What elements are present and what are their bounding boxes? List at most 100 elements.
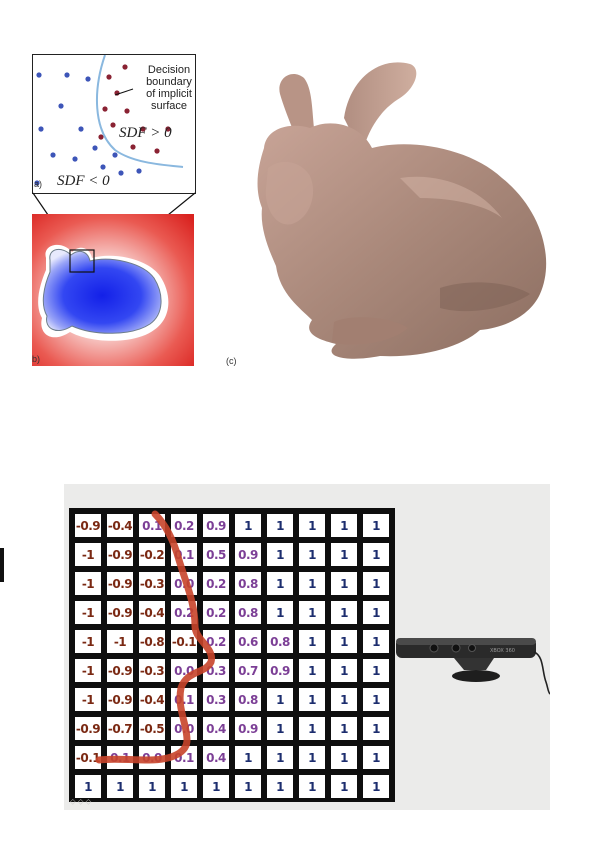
sdf-cell-r5-c7: 1	[299, 659, 325, 682]
sdf-cell-r8-c5: 1	[235, 746, 261, 769]
sdf-cell-r8-c7: 1	[299, 746, 325, 769]
bunny-mesh-render	[257, 62, 547, 359]
sdf-cell-r1-c1: -0.9	[107, 543, 133, 566]
sdf-cell-r5-c5: 0.7	[235, 659, 261, 682]
sdf-cell-r1-c9: 1	[363, 543, 389, 566]
sdf-cell-r7-c0: -0.9	[75, 717, 101, 740]
sdf-cell-r7-c2: -0.5	[139, 717, 165, 740]
sdf-cell-r0-c8: 1	[331, 514, 357, 537]
decision-boundary-curve	[96, 55, 184, 168]
sdf-cell-r2-c2: -0.3	[139, 572, 165, 595]
sdf-cell-r6-c4: 0.3	[203, 688, 229, 711]
sdf-cell-r6-c0: -1	[75, 688, 101, 711]
sdf-cell-r4-c9: 1	[363, 630, 389, 653]
sdf-cell-r7-c6: 1	[267, 717, 293, 740]
sdf-cell-r6-c9: 1	[363, 688, 389, 711]
sdf-cell-r9-c7: 1	[299, 775, 325, 798]
sdf-cell-r5-c0: -1	[75, 659, 101, 682]
sdf-cell-r6-c8: 1	[331, 688, 357, 711]
sdf-cell-r3-c6: 1	[267, 601, 293, 624]
sdf-cell-r2-c0: -1	[75, 572, 101, 595]
sdf-cell-r9-c5: 1	[235, 775, 261, 798]
sdf-cell-r9-c9: 1	[363, 775, 389, 798]
watermark: ⬦ ⬦ ⬦	[70, 797, 92, 806]
device-brand-text: XBOX 360	[490, 648, 515, 654]
sdf-cell-r8-c0: -0.1	[75, 746, 101, 769]
zoom-box	[69, 249, 95, 273]
sdf-cell-r2-c7: 1	[299, 572, 325, 595]
sdf-cell-r3-c2: -0.4	[139, 601, 165, 624]
sdf-cell-r1-c2: -0.2	[139, 543, 165, 566]
sdf-cell-r5-c6: 0.9	[267, 659, 293, 682]
sdf-cell-r0-c5: 1	[235, 514, 261, 537]
sdf-cell-r8-c8: 1	[331, 746, 357, 769]
sdf-cell-r1-c7: 1	[299, 543, 325, 566]
sdf-cell-r3-c7: 1	[299, 601, 325, 624]
positive-points	[98, 64, 171, 154]
sdf-grid-panel: -0.9 -0.4 0.1 0.2 0.9 1 1 1 1 1 -1 -0.9 -0.2 0.1 0.5 0.…	[64, 484, 551, 810]
annotation-pointer	[114, 88, 134, 96]
decision-boundary-plot	[34, 55, 184, 186]
sdf-cell-r4-c2: -0.8	[139, 630, 165, 653]
sdf-cell-r9-c4: 1	[203, 775, 229, 798]
surface-curve	[95, 510, 215, 764]
panel-label-c: (c)	[226, 356, 237, 366]
sdf-cell-r4-c0: -1	[75, 630, 101, 653]
sdf-cell-r3-c9: 1	[363, 601, 389, 624]
sdf-cell-r2-c8: 1	[331, 572, 357, 595]
sdf-cell-r7-c9: 1	[363, 717, 389, 740]
sdf-cell-r5-c2: -0.3	[139, 659, 165, 682]
panel-label-a: a)	[34, 179, 43, 189]
sdf-cell-r9-c2: 1	[139, 775, 165, 798]
sdf-heatmap-image	[32, 214, 194, 366]
sdf-cell-r5-c9: 1	[363, 659, 389, 682]
sdf-cell-r5-c8: 1	[331, 659, 357, 682]
sdf-cell-r1-c0: -1	[75, 543, 101, 566]
negative-points	[34, 72, 142, 186]
decision-boundary-inset: Decision boundary of implicit surface SD…	[32, 54, 196, 194]
sdf-cell-r7-c7: 1	[299, 717, 325, 740]
sdf-cell-r6-c1: -0.9	[107, 688, 133, 711]
sdf-cell-r7-c4: 0.4	[203, 717, 229, 740]
sdf-cell-r8-c9: 1	[363, 746, 389, 769]
sdf-heatmap: b)	[32, 214, 194, 366]
kinect-sensor-icon: XBOX 360	[394, 632, 551, 702]
sdf-cell-r9-c6: 1	[267, 775, 293, 798]
sdf-cell-r4-c7: 1	[299, 630, 325, 653]
edge-bracket	[0, 548, 4, 582]
sdf-cell-r6-c5: 0.8	[235, 688, 261, 711]
sdf-cell-r1-c8: 1	[331, 543, 357, 566]
sdf-cell-r0-c1: -0.4	[107, 514, 133, 537]
sdf-cell-r7-c8: 1	[331, 717, 357, 740]
sdf-cell-r5-c1: -0.9	[107, 659, 133, 682]
sdf-cell-r9-c8: 1	[331, 775, 357, 798]
sdf-cell-r3-c0: -1	[75, 601, 101, 624]
sdf-cell-r6-c7: 1	[299, 688, 325, 711]
sdf-cell-r1-c5: 0.9	[235, 543, 261, 566]
sdf-cell-r9-c0: 1	[75, 775, 101, 798]
sdf-cell-r4-c8: 1	[331, 630, 357, 653]
sdf-cell-r0-c9: 1	[363, 514, 389, 537]
sdf-cell-r1-c4: 0.5	[203, 543, 229, 566]
sdf-cell-r3-c4: 0.2	[203, 601, 229, 624]
sdf-cell-r6-c6: 1	[267, 688, 293, 711]
sdf-cell-r3-c5: 0.8	[235, 601, 261, 624]
sdf-cell-r9-c3: 1	[171, 775, 197, 798]
sdf-cell-r2-c5: 0.8	[235, 572, 261, 595]
sdf-cell-r8-c4: 0.4	[203, 746, 229, 769]
sdf-cell-r8-c6: 1	[267, 746, 293, 769]
sdf-cell-r3-c8: 1	[331, 601, 357, 624]
sdf-cell-r4-c1: -1	[107, 630, 133, 653]
sdf-positive-label: SDF > 0	[119, 125, 172, 141]
sdf-cell-r0-c0: -0.9	[75, 514, 101, 537]
sdf-cell-r4-c3: -0.1	[171, 630, 197, 653]
sdf-cell-r0-c6: 1	[267, 514, 293, 537]
sdf-cell-r4-c5: 0.6	[235, 630, 261, 653]
sdf-cell-r4-c6: 0.8	[267, 630, 293, 653]
decision-boundary-annotation: Decision boundary of implicit surface	[146, 64, 192, 112]
sdf-cell-r9-c1: 1	[107, 775, 133, 798]
sdf-cell-r7-c1: -0.7	[107, 717, 133, 740]
sdf-cell-r7-c5: 0.9	[235, 717, 261, 740]
surface-curve-overlay	[95, 510, 215, 764]
sdf-cell-r3-c1: -0.9	[107, 601, 133, 624]
